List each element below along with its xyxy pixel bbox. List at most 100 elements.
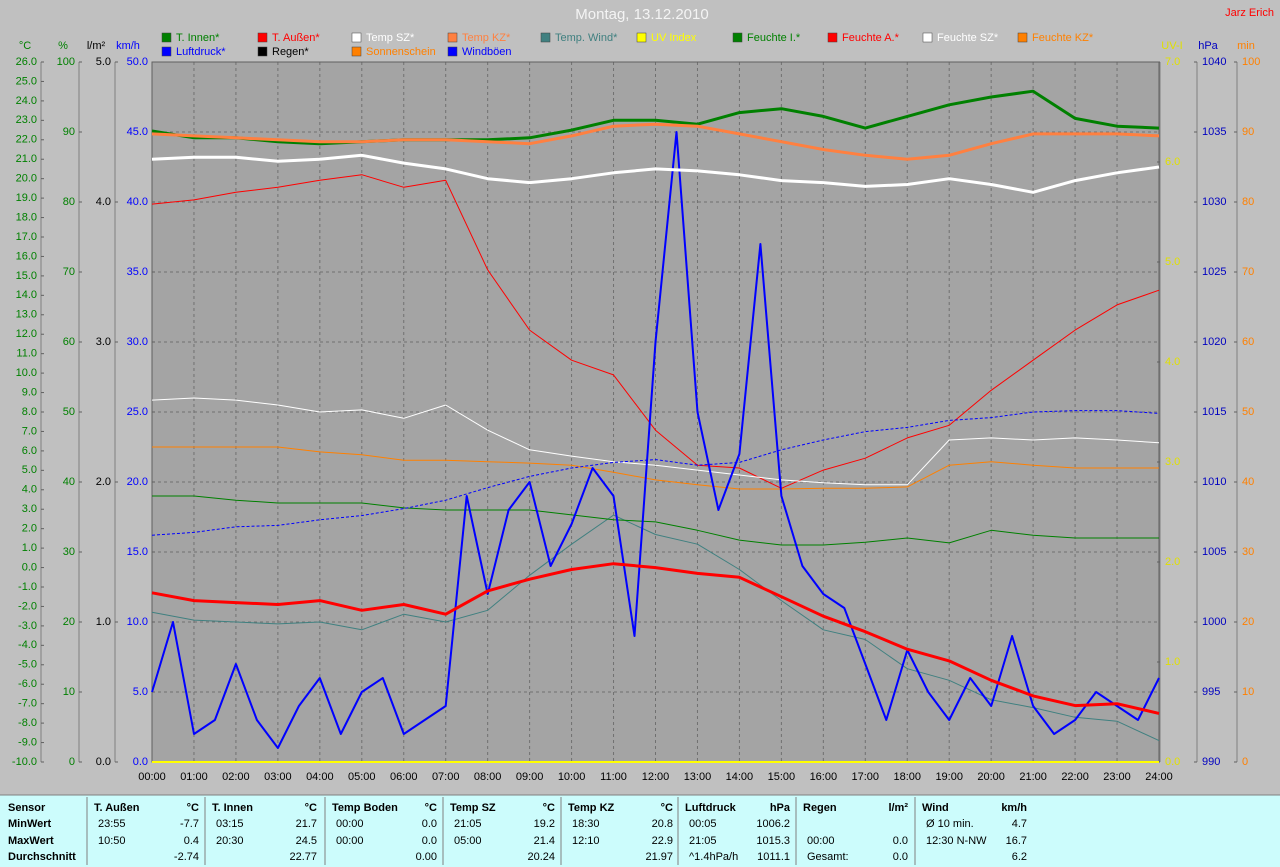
y-tick-label: 6.0	[22, 445, 37, 457]
y-tick-label: 14.0	[16, 289, 37, 301]
y-tick-label: 80	[63, 196, 75, 208]
y-tick-label: 45.0	[127, 126, 148, 138]
cell-value: 1011.1	[757, 851, 790, 863]
legend-label: UV Index	[651, 32, 697, 44]
legend-swatch	[447, 32, 458, 43]
cell-time: 12:10	[572, 835, 600, 847]
cell-value: 24.5	[296, 835, 317, 847]
cell-value: 1006.2	[756, 818, 790, 830]
y-tick-label: 990	[1202, 756, 1220, 768]
row-label: MinWert	[8, 818, 52, 830]
y-tick-label: 10.0	[127, 616, 148, 628]
legend-label: T. Innen*	[176, 32, 220, 44]
cell-time: 05:00	[454, 835, 482, 847]
y-tick-label: 0	[69, 756, 75, 768]
x-tick-label: 02:00	[222, 771, 250, 783]
y-tick-label: 50	[63, 406, 75, 418]
y-tick-label: 10	[1242, 686, 1254, 698]
group-name: Luftdruck	[685, 802, 737, 814]
y-tick-label: 20.0	[16, 173, 37, 185]
legend-label: Temp KZ*	[462, 32, 511, 44]
legend-label: Temp. Wind*	[555, 32, 618, 44]
group-name: Temp Boden	[332, 802, 398, 814]
cell-value: 22.77	[289, 851, 317, 863]
author: Jarz Erich	[1225, 7, 1274, 19]
y-tick-label: 15.0	[16, 270, 37, 282]
x-tick-label: 10:00	[558, 771, 586, 783]
y-tick-label: 0.0	[96, 756, 111, 768]
y-tick-label: 15.0	[127, 546, 148, 558]
y-tick-label: 13.0	[16, 309, 37, 321]
y-tick-label: 24.0	[16, 95, 37, 107]
y-tick-label: 1010	[1202, 476, 1226, 488]
y-tick-label: -10.0	[12, 756, 37, 768]
cell-value: -2.74	[174, 851, 199, 863]
y-tick-label: 1025	[1202, 266, 1226, 278]
y-tick-label: 100	[1242, 56, 1260, 68]
legend-swatch	[540, 32, 551, 43]
y-tick-label: 20.0	[127, 476, 148, 488]
group-unit: km/h	[1001, 802, 1027, 814]
y-tick-label: 40	[1242, 476, 1254, 488]
group-name: T. Außen	[94, 802, 140, 814]
y-tick-label: 30	[1242, 546, 1254, 558]
y-tick-label: 5.0	[22, 464, 37, 476]
y-tick-label: 4.0	[96, 196, 111, 208]
y-tick-label: 1.0	[96, 616, 111, 628]
series-line	[152, 495, 1159, 546]
series-line	[151, 397, 1160, 486]
group-unit: °C	[187, 802, 199, 814]
x-tick-label: 04:00	[306, 771, 334, 783]
legend-label: Regen*	[272, 46, 309, 58]
y-tick-label: 17.0	[16, 231, 37, 243]
legend-swatch	[351, 46, 362, 57]
y-tick-label: 0.0	[1165, 756, 1180, 768]
axis-title: %	[58, 40, 68, 52]
y-tick-label: 40.0	[127, 196, 148, 208]
y-tick-label: 4.0	[22, 484, 37, 496]
x-tick-label: 11:00	[600, 771, 627, 783]
cell-value: 0.00	[416, 851, 437, 863]
x-tick-label: 13:00	[684, 771, 712, 783]
legend-swatch	[447, 46, 458, 57]
x-tick-label: 24:00	[1145, 771, 1173, 783]
y-tick-label: 30.0	[127, 336, 148, 348]
x-tick-label: 14:00	[726, 771, 754, 783]
y-tick-label: 4.0	[1165, 356, 1180, 368]
cell-value: 1015.3	[756, 835, 790, 847]
legend-swatch	[257, 32, 268, 43]
cell-time: 00:00	[336, 835, 364, 847]
y-tick-label: 8.0	[22, 406, 37, 418]
cell-value: -7.7	[180, 818, 199, 830]
y-tick-label: 6.0	[1165, 156, 1180, 168]
group-name: T. Innen	[212, 802, 253, 814]
row-label: Sensor	[8, 802, 46, 814]
y-tick-label: 25.0	[16, 75, 37, 87]
y-tick-label: 3.0	[22, 503, 37, 515]
y-tick-label: 40	[63, 476, 75, 488]
cell-time: Gesamt:	[807, 851, 849, 863]
y-tick-label: -9.0	[18, 736, 37, 748]
y-tick-label: 70	[63, 266, 75, 278]
cell-time: 00:00	[336, 818, 364, 830]
legend-swatch	[732, 32, 743, 43]
series-line	[151, 89, 1160, 146]
cell-value: 4.7	[1012, 818, 1027, 830]
group-unit: °C	[661, 802, 673, 814]
y-tick-label: 70	[1242, 266, 1254, 278]
group-unit: °C	[305, 802, 317, 814]
y-tick-label: 26.0	[16, 56, 37, 68]
y-tick-label: 1035	[1202, 126, 1226, 138]
cell-value: 21.4	[534, 835, 555, 847]
cell-value: 22.9	[652, 835, 673, 847]
y-tick-label: 21.0	[16, 153, 37, 165]
y-tick-label: -3.0	[18, 620, 37, 632]
legend-swatch	[827, 32, 838, 43]
cell-value: 21.97	[645, 851, 673, 863]
y-tick-label: 11.0	[16, 348, 37, 360]
legend-label: Feuchte A.*	[842, 32, 900, 44]
x-tick-label: 09:00	[516, 771, 544, 783]
y-tick-label: -1.0	[18, 581, 37, 593]
stats-panel	[0, 795, 1280, 867]
legend-swatch	[161, 46, 172, 57]
